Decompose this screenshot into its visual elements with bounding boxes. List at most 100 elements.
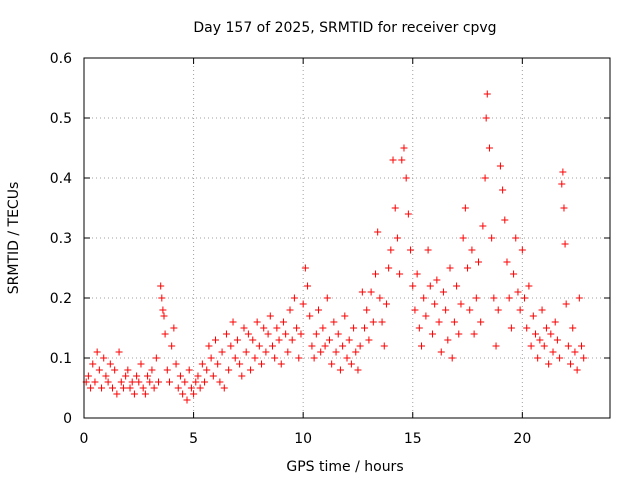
y-tick-label: 0.6 [50, 51, 72, 67]
data-point [525, 282, 533, 290]
data-point [446, 264, 454, 272]
data-point [282, 330, 290, 338]
data-point [201, 378, 209, 386]
data-point [512, 234, 520, 242]
data-point [468, 246, 476, 254]
data-point [304, 282, 312, 290]
data-point [194, 372, 202, 380]
data-point [196, 384, 204, 392]
data-point [477, 318, 485, 326]
data-point [415, 324, 423, 332]
data-point [319, 324, 327, 332]
data-point [187, 384, 195, 392]
data-point [84, 372, 92, 380]
data-point [297, 330, 305, 338]
data-point [308, 342, 316, 350]
data-point [159, 306, 167, 314]
data-point [220, 384, 228, 392]
data-point [336, 366, 344, 374]
data-point [236, 360, 244, 368]
y-tick-label: 0 [63, 411, 72, 427]
data-point [284, 348, 292, 356]
data-point [299, 300, 307, 308]
x-tick-label: 0 [80, 431, 89, 447]
data-point [268, 342, 276, 350]
data-point [126, 384, 134, 392]
data-point [428, 330, 436, 338]
y-tick-label: 0.5 [50, 111, 72, 127]
data-point [172, 360, 180, 368]
data-point [455, 330, 463, 338]
x-tick-label: 10 [294, 431, 312, 447]
data-point [433, 276, 441, 284]
data-point [485, 144, 493, 152]
data-point [108, 384, 116, 392]
data-point [124, 366, 132, 374]
data-point [391, 204, 399, 212]
data-point [179, 390, 187, 398]
data-point [155, 378, 163, 386]
data-point [148, 366, 156, 374]
data-point [343, 354, 351, 362]
data-point [273, 324, 281, 332]
data-point [472, 294, 480, 302]
data-point [160, 312, 168, 320]
data-point [139, 384, 147, 392]
data-point [553, 336, 561, 344]
data-point [483, 90, 491, 98]
data-point [244, 330, 252, 338]
data-point [365, 336, 373, 344]
data-point [157, 282, 165, 290]
data-point [437, 348, 445, 356]
data-point [448, 354, 456, 362]
data-point [310, 354, 318, 362]
data-point [435, 318, 443, 326]
data-point [569, 324, 577, 332]
data-point [371, 270, 379, 278]
y-tick-labels: 0 0.1 0.2 0.3 0.4 0.5 0.6 [50, 51, 72, 427]
data-point [490, 294, 498, 302]
data-point [488, 234, 496, 242]
data-point [354, 366, 362, 374]
data-point [174, 384, 182, 392]
data-point [198, 360, 206, 368]
data-point [192, 378, 200, 386]
data-point [453, 282, 461, 290]
data-point [271, 354, 279, 362]
data-point [339, 342, 347, 350]
data-point [165, 378, 173, 386]
data-point [561, 240, 569, 248]
data-point [494, 306, 502, 314]
data-point [376, 294, 384, 302]
data-point [345, 336, 353, 344]
data-point [367, 288, 375, 296]
data-point [347, 360, 355, 368]
data-point [295, 354, 303, 362]
data-point [450, 318, 458, 326]
data-point [227, 342, 235, 350]
data-point [128, 378, 136, 386]
data-point [146, 378, 154, 386]
data-point [422, 312, 430, 320]
data-point [573, 366, 581, 374]
data-point [225, 366, 233, 374]
data-point [382, 300, 390, 308]
y-tick-label: 0.3 [50, 231, 72, 247]
data-point [231, 354, 239, 362]
data-point [374, 228, 382, 236]
data-point [95, 366, 103, 374]
data-point [212, 336, 219, 344]
data-point [571, 348, 579, 356]
y-tick-label: 0.4 [50, 171, 72, 187]
data-point [464, 264, 472, 272]
data-point [551, 318, 559, 326]
x-tick-labels: 0 5 10 15 20 [80, 431, 532, 447]
data-point [106, 360, 114, 368]
data-point [496, 162, 504, 170]
data-point [575, 294, 583, 302]
data-point [330, 318, 338, 326]
data-point [117, 378, 125, 386]
data-point [527, 342, 535, 350]
data-point [499, 186, 507, 194]
